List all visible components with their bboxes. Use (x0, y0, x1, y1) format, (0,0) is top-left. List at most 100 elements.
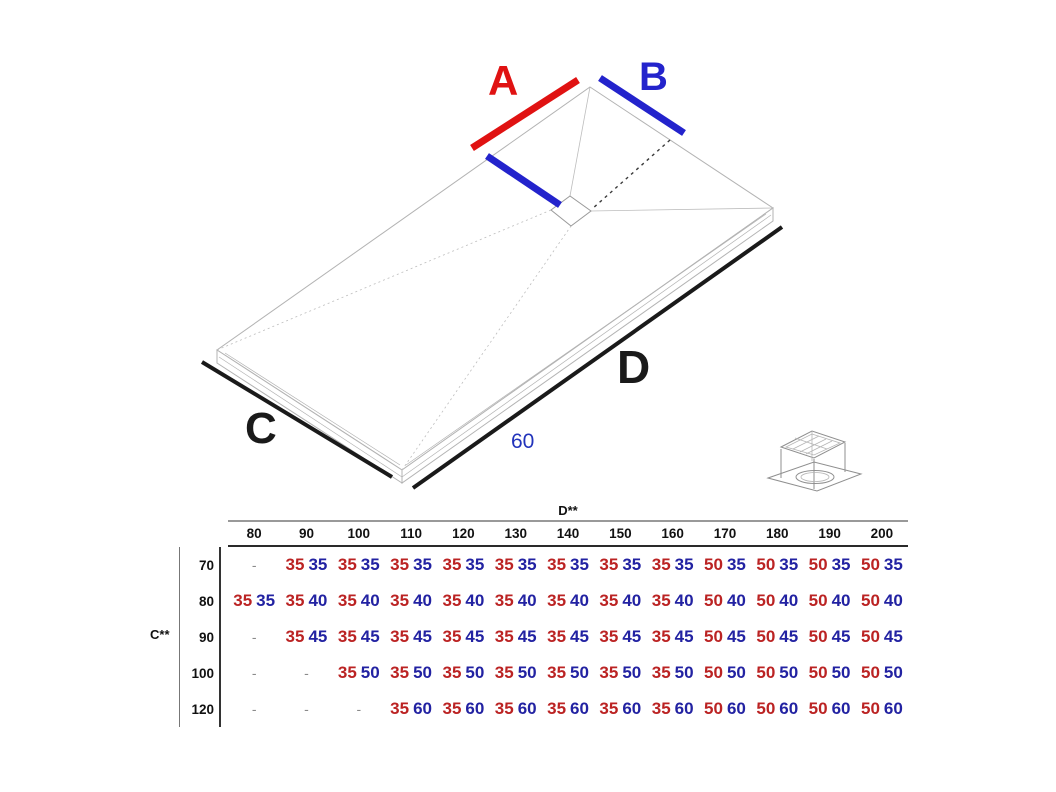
table-cell: 35 60 (442, 699, 485, 718)
fold-line-left (216, 209, 552, 351)
table-body-wrap: C** 70 - 35 35 35 35 35 35 35 35 35 35 35 35 35 35 35 35 5… (150, 547, 908, 727)
dimension-line-b-offset (485, 153, 562, 208)
table-cell: 50 40 (704, 591, 746, 610)
table-cell: 35 40 (442, 591, 485, 610)
table-cell: 50 40 (756, 591, 799, 610)
table-cell: 35 35 (285, 555, 328, 574)
table-cell: 50 50 (704, 663, 746, 682)
table-cell: 50 35 (808, 555, 851, 574)
size-table: D** 80 90 100 110 120 130 140 150 160 170 180 190 20… (150, 503, 908, 727)
table-cell: 35 40 (651, 591, 694, 610)
column-header: 150 (609, 526, 632, 541)
row-axis-label: C** (150, 627, 170, 642)
table-cell: - (304, 701, 309, 717)
table-row: 100 - - 35 50 35 50 35 50 35 50 35 50 35 50 35 50 50 50 50 5… (150, 655, 908, 691)
table-cell: 50 40 (808, 591, 851, 610)
table-cell: 35 45 (285, 627, 328, 646)
table-cell: 35 40 (337, 591, 380, 610)
drain-offset-dotted-line (591, 139, 671, 210)
dimension-line-b (598, 75, 686, 136)
table-cell: 35 60 (547, 699, 589, 718)
table-cell: - (251, 701, 257, 717)
table-row: 80 35 35 35 40 35 40 35 40 35 40 35 40 35 40 35 40 35 40 50… (150, 583, 908, 619)
tray-rim-line-right (405, 213, 767, 466)
row-header: 100 (179, 655, 221, 691)
table-top-rule (228, 520, 908, 522)
table-cell: 50 50 (808, 663, 851, 682)
column-header: 100 (347, 526, 371, 541)
table-cell: 50 45 (756, 627, 799, 646)
row-header: 90 (179, 619, 221, 655)
table-cell: 50 60 (860, 699, 903, 718)
table-cell: 35 40 (390, 591, 433, 610)
table-cell: 35 40 (547, 591, 589, 610)
column-header: 110 (400, 526, 422, 541)
table-cell: 35 50 (599, 663, 642, 682)
table-cell: - (251, 665, 257, 681)
table-cell: 35 50 (390, 663, 433, 682)
table-cell: 35 45 (547, 627, 589, 646)
table-cell: 35 60 (599, 699, 642, 718)
table-cell: - (304, 665, 309, 681)
table-cell: 35 35 (442, 555, 485, 574)
row-header: 80 (179, 583, 221, 619)
table-cell: - (356, 701, 362, 717)
table-cell: 50 50 (860, 663, 903, 682)
table-cell: 35 35 (547, 555, 589, 574)
table-cell: 35 40 (494, 591, 537, 610)
table-cell: 50 40 (860, 591, 903, 610)
dimension-label-c: C (245, 404, 277, 453)
table-row: 120 - - - 35 60 35 60 35 60 35 60 35 60 35 60 50 60 50 60 50… (150, 691, 908, 727)
column-header: 120 (452, 526, 475, 541)
table-cell: 35 45 (494, 627, 537, 646)
table-cell: 50 35 (860, 555, 903, 574)
tray-edge-line-right (401, 214, 772, 478)
table-cell: 35 50 (547, 663, 589, 682)
table-cell: 35 60 (494, 699, 537, 718)
column-header: 190 (818, 526, 841, 541)
table-cell: 35 45 (442, 627, 485, 646)
table-cell: 50 45 (808, 627, 851, 646)
table-cell: 35 50 (494, 663, 537, 682)
table-cell: 35 35 (651, 555, 694, 574)
fold-line-right (590, 207, 774, 212)
drain-detail-icon (766, 430, 863, 492)
table-cell: - (251, 557, 257, 573)
table-cell: - (251, 629, 257, 645)
table-cell: 50 60 (756, 699, 799, 718)
column-headers: 80 90 100 110 120 130 140 150 160 170 180 190 200 (228, 522, 908, 545)
table-cell: 50 50 (756, 663, 799, 682)
table-cell: 50 60 (808, 699, 851, 718)
column-header: 160 (661, 526, 684, 541)
column-header: 140 (556, 526, 580, 541)
table-cell: 50 35 (704, 555, 746, 574)
dimension-line-c (200, 360, 394, 479)
row-header: 70 (179, 547, 221, 583)
table-cell: 35 60 (651, 699, 694, 718)
table-cell: 50 45 (860, 627, 903, 646)
table-cell: 35 35 (390, 555, 433, 574)
dimension-label-b: B (639, 55, 668, 99)
table-cell: 50 60 (704, 699, 746, 718)
table-cell: 35 35 (599, 555, 642, 574)
dimension-label-a: A (488, 57, 519, 104)
column-header: 90 (298, 526, 314, 541)
depth-label-60: 60 (511, 430, 535, 453)
table-cell: 50 35 (756, 555, 799, 574)
dimension-label-d: D (617, 341, 651, 393)
table-cell: 35 35 (337, 555, 380, 574)
column-header: 180 (766, 526, 789, 541)
column-header: 80 (246, 526, 262, 541)
dimension-line-d (411, 225, 784, 490)
table-header-rule (228, 545, 908, 547)
table-cell: 35 45 (599, 627, 642, 646)
fold-line-top (569, 86, 591, 197)
table-cell: 35 40 (599, 591, 642, 610)
column-header: 200 (870, 526, 894, 541)
tray-edge-line-left (218, 356, 403, 478)
table-row: 90 - 35 45 35 45 35 45 35 45 35 45 35 45 35 45 35 45 50 45 5… (150, 619, 908, 655)
dimension-line-a (470, 77, 580, 151)
table-cell: 35 50 (337, 663, 380, 682)
